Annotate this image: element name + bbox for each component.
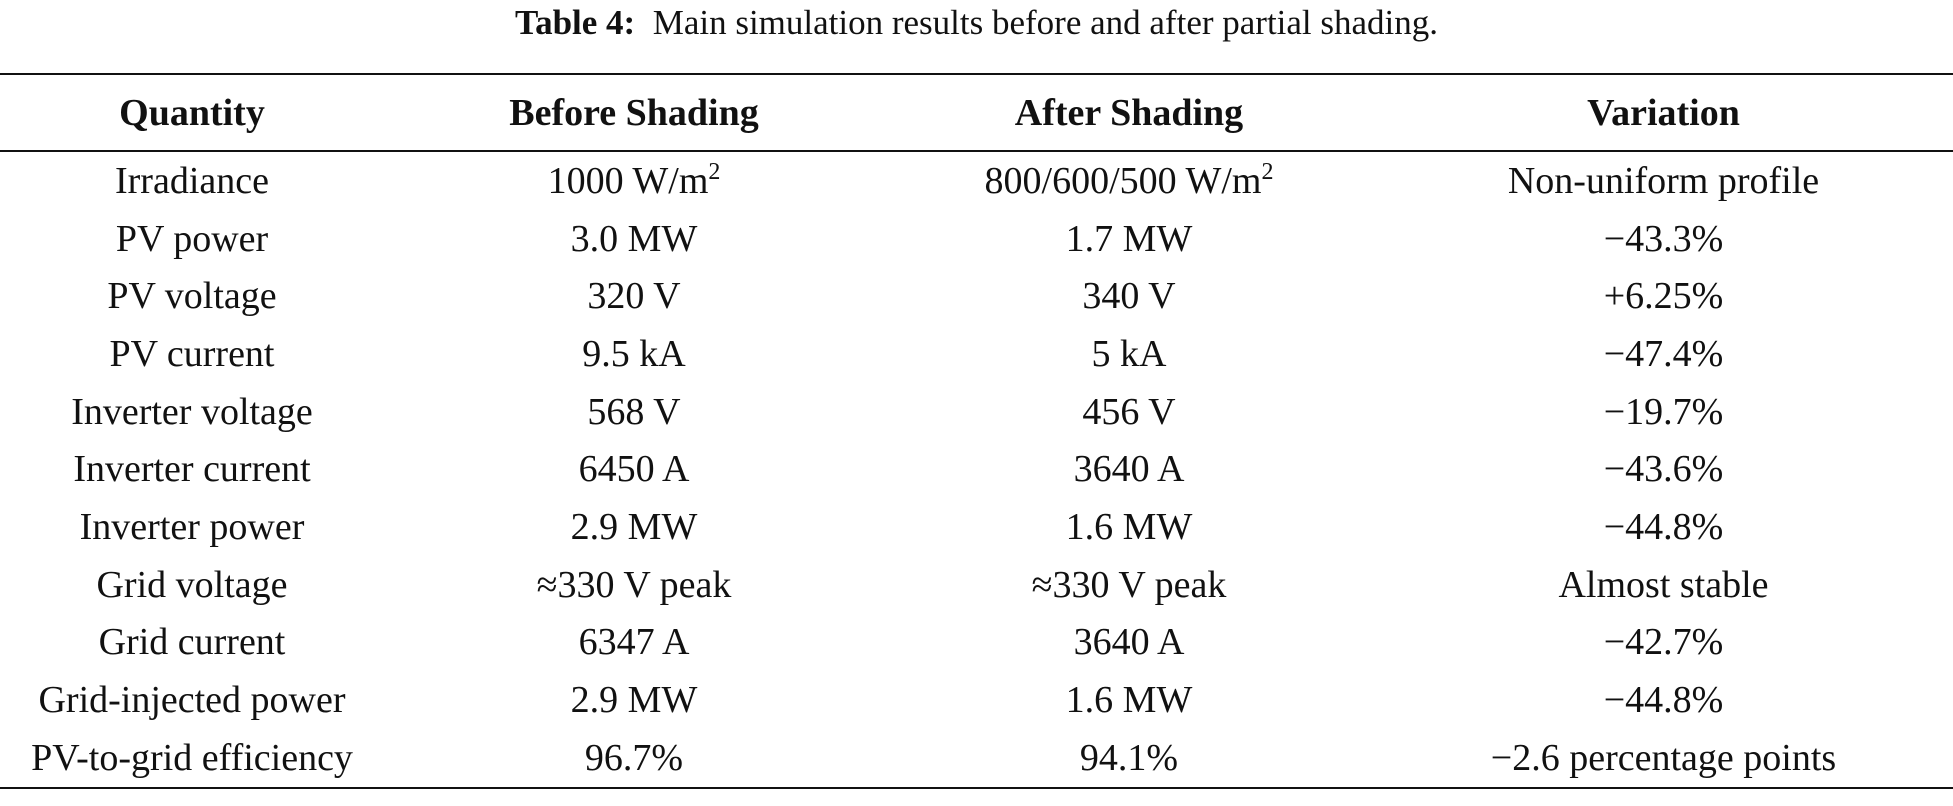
table-row: Grid-injected power 2.9 MW 1.6 MW −44.8%: [0, 671, 1953, 729]
cell-before: 3.0 MW: [570, 217, 698, 260]
cell-before: 9.5 kA: [582, 332, 686, 375]
table-caption-text: Main simulation results before and after…: [652, 3, 1439, 42]
cell-variation: −43.6%: [1603, 448, 1724, 491]
cell-variation: −47.4%: [1603, 332, 1724, 375]
table-row: PV-to-grid efficiency 96.7% 94.1% −2.6 p…: [0, 728, 1953, 789]
table-row: PV current 9.5 kA 5 kA −47.4%: [0, 325, 1953, 383]
header-before-shading: Before Shading: [384, 73, 884, 152]
cell-quantity: Inverter current: [73, 448, 311, 491]
cell-quantity: PV voltage: [107, 275, 277, 318]
cell-before: 568 V: [587, 390, 681, 433]
cell-after: 94.1%: [884, 728, 1374, 789]
cell-after: 3640 A: [1073, 621, 1185, 664]
cell-before: 2.9 MW: [570, 505, 698, 548]
cell-variation: Almost stable: [1558, 563, 1769, 606]
cell-before: 96.7%: [384, 728, 884, 789]
results-table: Quantity Before Shading After Shading Va…: [0, 73, 1953, 789]
superscript: 2: [1261, 158, 1274, 185]
header-variation: Variation: [1374, 73, 1953, 152]
cell-variation: Non-uniform profile: [1507, 159, 1820, 202]
cell-variation: −42.7%: [1603, 621, 1724, 664]
header-quantity: Quantity: [0, 73, 384, 152]
cell-quantity: Inverter power: [79, 505, 305, 548]
cell-before-value: 1000 W/m: [547, 159, 709, 202]
cell-after-value: 800/600/500 W/m: [984, 159, 1262, 202]
cell-after: ≈330 V peak: [1031, 563, 1227, 606]
cell-variation: −2.6 percentage points: [1374, 728, 1953, 789]
table-header-row: Quantity Before Shading After Shading Va…: [0, 73, 1953, 152]
table-row: PV voltage 320 V 340 V +6.25%: [0, 267, 1953, 325]
superscript: 2: [708, 158, 721, 185]
table-row: Inverter voltage 568 V 456 V −19.7%: [0, 383, 1953, 441]
cell-variation: −44.8%: [1603, 505, 1724, 548]
cell-before: 6347 A: [578, 621, 690, 664]
table-caption-label: Table 4:: [514, 3, 636, 42]
cell-quantity: PV power: [115, 217, 269, 260]
cell-quantity: Inverter voltage: [71, 390, 313, 433]
cell-after: 1.6 MW: [1065, 505, 1193, 548]
cell-after: 1.6 MW: [1065, 679, 1193, 722]
cell-before: 2.9 MW: [570, 679, 698, 722]
cell-quantity: Irradiance: [115, 159, 269, 202]
cell-after: 3640 A: [1073, 448, 1185, 491]
table-caption: Table 4: Main simulation results before …: [0, 0, 1953, 46]
table-row: Inverter current 6450 A 3640 A −43.6%: [0, 440, 1953, 498]
cell-after: 456 V: [1082, 390, 1176, 433]
cell-variation: −19.7%: [1603, 390, 1724, 433]
table-row: Grid current 6347 A 3640 A −42.7%: [0, 614, 1953, 672]
table-row: Inverter power 2.9 MW 1.6 MW −44.8%: [0, 498, 1953, 556]
header-after-shading: After Shading: [884, 73, 1374, 152]
cell-quantity: PV-to-grid efficiency: [0, 728, 384, 789]
cell-after: 1.7 MW: [1065, 217, 1193, 260]
cell-variation: −44.8%: [1603, 679, 1724, 722]
cell-after: 340 V: [1082, 275, 1176, 318]
cell-quantity: PV current: [109, 332, 275, 375]
cell-before: 6450 A: [578, 448, 690, 491]
cell-quantity: Grid current: [98, 621, 286, 664]
cell-after: 5 kA: [1091, 332, 1167, 375]
cell-quantity: Grid-injected power: [38, 679, 346, 722]
cell-quantity: Grid voltage: [96, 563, 288, 606]
table-row: Grid voltage ≈330 V peak ≈330 V peak Alm…: [0, 556, 1953, 614]
table-row: Irradiance 1000 W/m2 800/600/500 W/m2 No…: [0, 151, 1953, 210]
cell-before: 320 V: [587, 275, 681, 318]
cell-variation: +6.25%: [1603, 275, 1724, 318]
cell-after: 800/600/500 W/m2: [884, 151, 1374, 210]
table-row: PV power 3.0 MW 1.7 MW −43.3%: [0, 210, 1953, 268]
cell-before: ≈330 V peak: [536, 563, 732, 606]
cell-before: 1000 W/m2: [384, 151, 884, 210]
cell-variation: −43.3%: [1603, 217, 1724, 260]
